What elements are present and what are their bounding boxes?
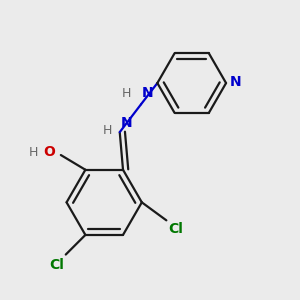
- Text: H: H: [29, 146, 39, 159]
- Text: N: N: [142, 86, 153, 100]
- Text: Cl: Cl: [168, 222, 183, 236]
- Text: H: H: [103, 124, 112, 137]
- Text: N: N: [121, 116, 132, 130]
- Text: O: O: [43, 146, 55, 159]
- Text: H: H: [122, 87, 131, 101]
- Text: Cl: Cl: [49, 258, 64, 272]
- Text: N: N: [229, 75, 241, 89]
